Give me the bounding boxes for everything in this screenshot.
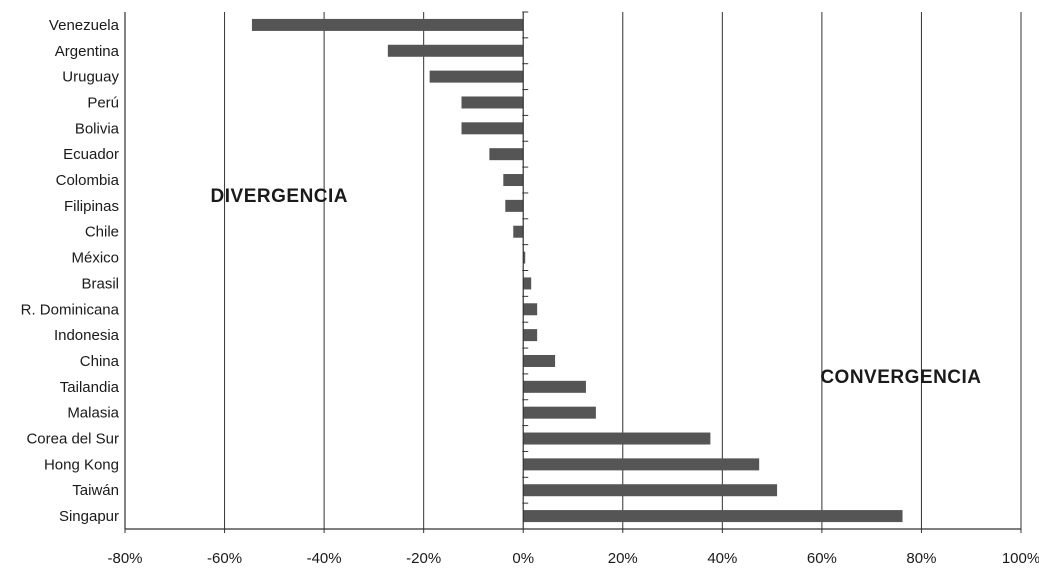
bar-12 <box>523 329 538 342</box>
annotation-1: CONVERGENCIA <box>820 367 981 388</box>
category-label-11: R. Dominicana <box>21 301 120 318</box>
x-tick-label-6: 40% <box>707 550 737 567</box>
category-label-1: Argentina <box>55 43 120 60</box>
category-label-13: China <box>80 353 120 370</box>
category-label-2: Uruguay <box>62 69 119 86</box>
category-label-3: Perú <box>87 94 119 111</box>
category-label-6: Colombia <box>56 172 120 189</box>
x-tick-label-3: -20% <box>406 550 441 567</box>
x-tick-label-9: 100% <box>1002 550 1039 567</box>
category-label-7: Filipinas <box>64 198 119 215</box>
category-label-14: Tailandia <box>60 379 120 396</box>
bar-5 <box>489 148 524 161</box>
x-tick-label-7: 60% <box>807 550 837 567</box>
bar-10 <box>523 277 532 290</box>
category-label-19: Singapur <box>59 508 119 525</box>
bar-4 <box>461 122 524 135</box>
bar-13 <box>523 354 556 367</box>
category-label-12: Indonesia <box>54 327 120 344</box>
bar-8 <box>513 225 524 238</box>
category-label-8: Chile <box>85 224 119 241</box>
bar-15 <box>523 406 596 419</box>
bar-3 <box>461 96 524 109</box>
x-tick-label-5: 20% <box>608 550 638 567</box>
x-tick-label-8: 80% <box>906 550 936 567</box>
x-tick-label-4: 0% <box>512 550 534 567</box>
bar-0 <box>251 18 524 31</box>
category-label-10: Brasil <box>81 275 119 292</box>
bar-18 <box>523 484 778 497</box>
bar-1 <box>387 44 524 57</box>
x-tick-label-1: -60% <box>207 550 242 567</box>
gridlines <box>124 12 1022 529</box>
category-label-16: Corea del Sur <box>26 431 119 448</box>
category-label-0: Venezuela <box>49 17 120 34</box>
bar-9 <box>523 251 526 264</box>
category-label-18: Taiwán <box>72 482 119 499</box>
category-labels: Venezuela Argentina Uruguay Perú Bolivia Ecua… <box>21 17 120 525</box>
x-tick-label-0: -80% <box>107 550 142 567</box>
category-label-9: México <box>71 250 119 267</box>
bar-19 <box>523 510 903 523</box>
bar-14 <box>523 380 586 393</box>
bar-16 <box>523 432 711 445</box>
bar-11 <box>523 303 538 316</box>
bars <box>251 18 903 523</box>
x-tick-label-2: -40% <box>307 550 342 567</box>
category-label-17: Hong Kong <box>44 456 119 473</box>
axes <box>124 11 1022 533</box>
category-label-15: Malasia <box>67 405 119 422</box>
annotations: DIVERGENCIA CONVERGENCIA <box>211 186 981 388</box>
bar-17 <box>523 458 760 471</box>
category-label-4: Bolivia <box>75 120 120 137</box>
annotation-0: DIVERGENCIA <box>211 186 348 207</box>
bar-6 <box>503 174 524 187</box>
tick-labels: -80% -60% -40% -20% 0% 20% 40% 60% 80% 100% <box>107 550 1039 567</box>
category-label-5: Ecuador <box>63 146 119 163</box>
bar-2 <box>429 70 524 83</box>
bar-7 <box>505 199 524 212</box>
